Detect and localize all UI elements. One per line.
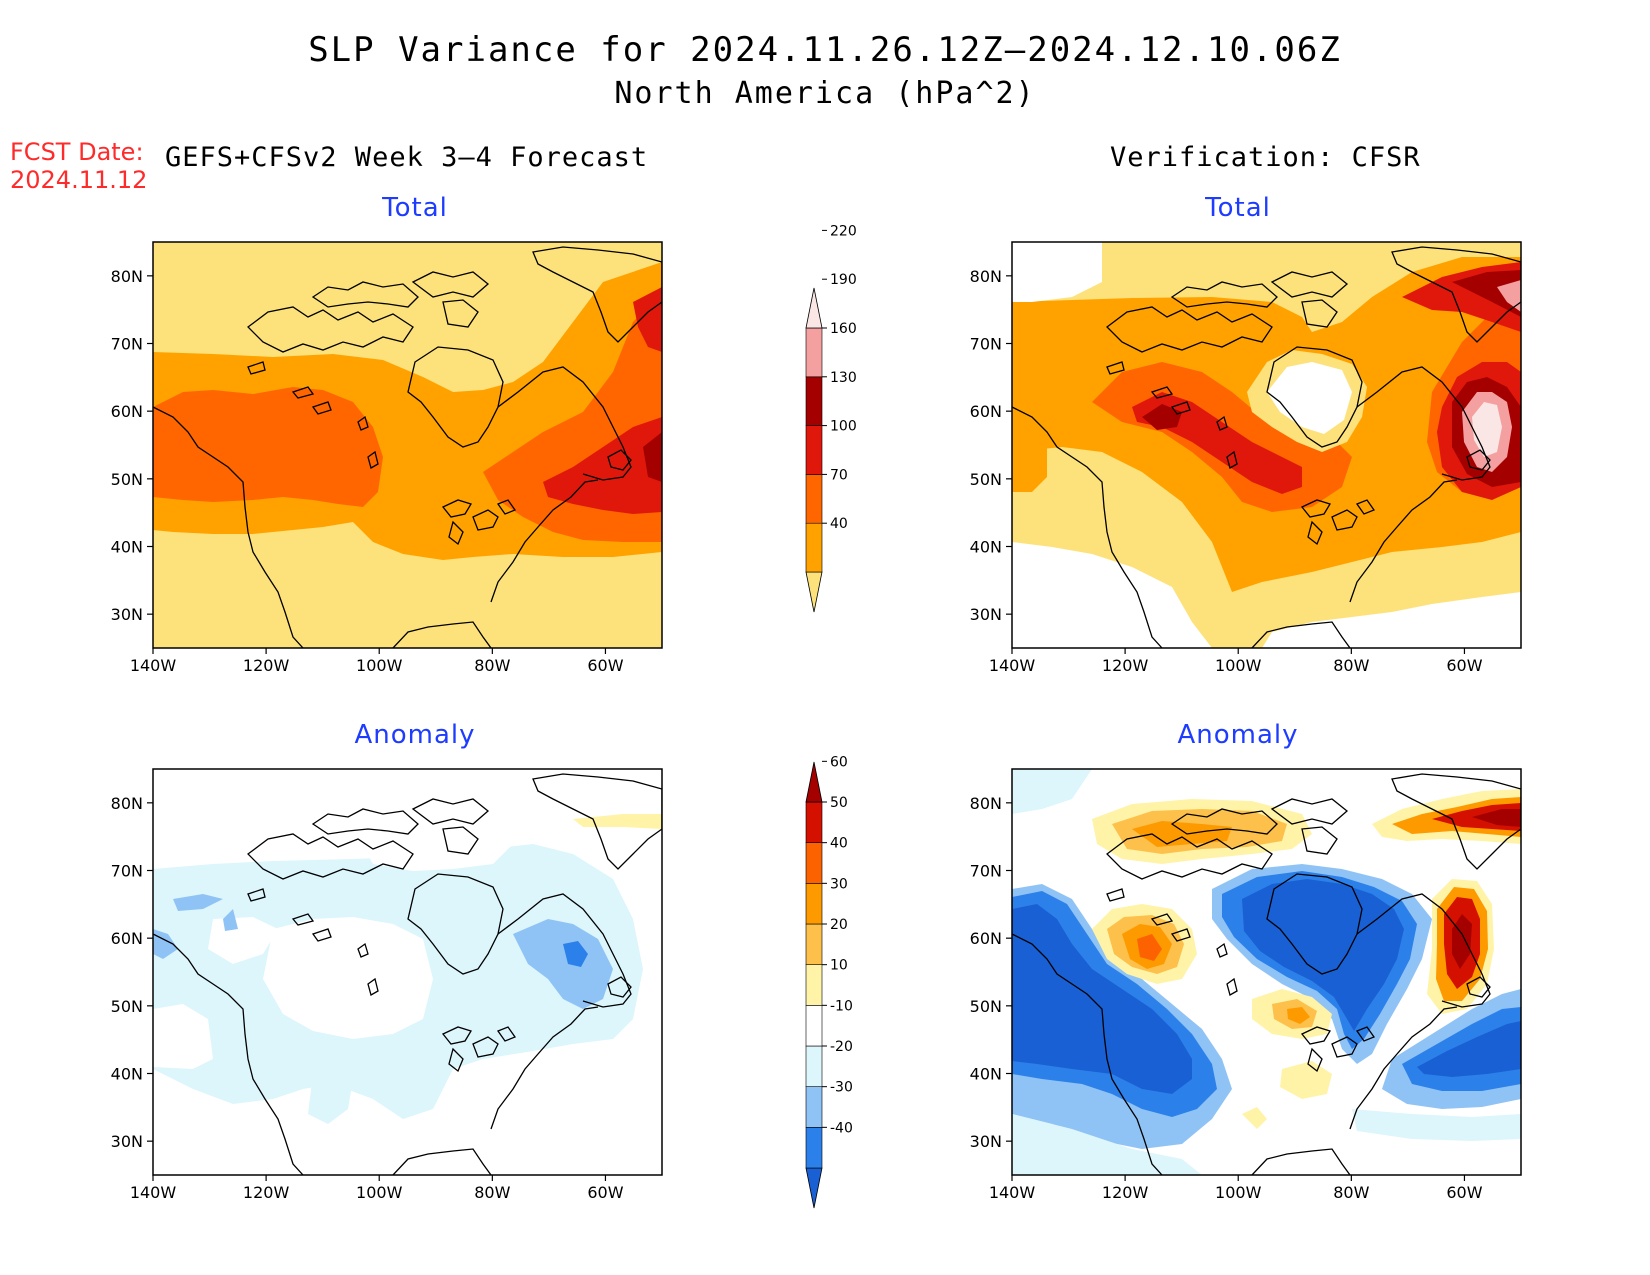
lat-tick-label: 70N [111,862,143,881]
forecast-total-map [152,241,663,649]
colorbar-label: 220 [830,223,857,239]
lon-tick-label: 60W [1446,1183,1482,1202]
colorbar-label: -10 [830,998,853,1014]
lat-tick-label: 80N [111,267,143,286]
forecast-anomaly-map [152,768,663,1176]
colorbar-swatch [805,883,823,925]
lat-tick-label: 30N [111,605,143,624]
forecast-anomaly-title: Anomaly [354,720,476,750]
colorbar-arrow [805,287,823,329]
lat-tick-label: 30N [970,1132,1002,1151]
colorbar-arrow [805,761,823,803]
lat-tick-label: 80N [970,267,1002,286]
colorbar-swatch [805,1086,823,1128]
colorbar-swatch [805,964,823,1006]
lon-tick-label: 120W [243,1183,290,1202]
colorbar-arrow [805,571,823,613]
colorbar-label: -30 [830,1080,853,1096]
lon-tick-label: 80W [474,1183,510,1202]
forecast-date-block: FCST Date: 2024.11.12 [10,138,147,194]
colorbar-label: 30 [830,876,848,892]
lon-tick-label: 100W [356,1183,403,1202]
lat-tick-label: 60N [111,929,143,948]
forecast-total-title: Total [382,193,448,223]
colorbar-label: 40 [830,516,848,532]
lon-tick-label: 140W [130,656,177,675]
colorbar-arrow [805,1167,823,1209]
lat-tick-label: 80N [111,794,143,813]
forecast-column-title: GEFS+CFSv2 Week 3–4 Forecast [165,142,649,173]
lat-tick-label: 50N [970,997,1002,1016]
lat-tick-label: 60N [970,402,1002,421]
colorbar-swatch [805,425,823,475]
lon-tick-label: 140W [989,656,1036,675]
colorbar-swatch [805,842,823,884]
lat-tick-label: 60N [111,402,143,421]
lon-tick-label: 120W [1102,1183,1149,1202]
verification-total-title: Total [1205,193,1271,223]
colorbar-swatch [805,923,823,965]
lat-tick-label: 40N [111,1065,143,1084]
colorbar-label: 70 [830,467,848,483]
lat-tick-label: 50N [111,470,143,489]
colorbar-swatch [805,801,823,843]
lat-tick-label: 40N [111,538,143,557]
colorbar-label: 100 [830,419,857,435]
anomaly-colorbar: -40 -30 -20 -10 10 20 30 40 50 60 [805,754,853,1209]
colorbar-label: 60 [830,754,848,770]
forecast-date-label: FCST Date: [10,138,144,166]
colorbar-label: -40 [830,1120,853,1136]
lon-tick-label: 100W [1215,1183,1262,1202]
lon-tick-label: 120W [243,656,290,675]
colorbar-label: 130 [830,370,857,386]
colorbar-swatch [805,522,823,573]
colorbar-swatch [805,1127,823,1169]
colorbar-label: 190 [830,272,857,288]
figure-title: SLP Variance for 2024.11.26.12Z–2024.12.… [308,30,1342,70]
lon-tick-label: 100W [356,656,403,675]
colorbar-label: -20 [830,1039,853,1055]
lat-tick-label: 70N [111,335,143,354]
colorbar-swatch [805,474,823,524]
colorbar-swatch [805,376,823,426]
lat-tick-label: 30N [970,605,1002,624]
verification-anomaly-map [1011,768,1522,1176]
lat-tick-label: 50N [111,997,143,1016]
lon-tick-label: 80W [474,656,510,675]
colorbar-label: 20 [830,917,848,933]
lon-tick-label: 60W [587,656,623,675]
total-colorbar: 40 70 100 130 160 190 220 [805,223,857,613]
lon-tick-label: 140W [130,1183,177,1202]
lon-tick-label: 140W [989,1183,1036,1202]
lon-tick-label: 120W [1102,656,1149,675]
lat-tick-label: 60N [970,929,1002,948]
lon-tick-label: 100W [1215,656,1262,675]
lat-tick-label: 50N [970,470,1002,489]
lon-tick-label: 60W [587,1183,623,1202]
colorbar-swatch [805,327,823,378]
colorbar-label: 10 [830,958,848,974]
figure-subtitle: North America (hPa^2) [614,76,1036,111]
colorbar-swatch [805,1045,823,1087]
lat-tick-label: 70N [970,335,1002,354]
colorbar-label: 50 [830,795,848,811]
lat-tick-label: 80N [970,794,1002,813]
lon-tick-label: 80W [1333,1183,1369,1202]
lat-tick-label: 40N [970,538,1002,557]
colorbar-swatch [805,1005,823,1047]
lon-tick-label: 80W [1333,656,1369,675]
verification-total-map [1011,241,1522,649]
map-axes: 30N 40N 50N 60N 70N 80N 140W 120W 100W 80W 60W 30N 4… [111,267,1483,1202]
lon-tick-label: 60W [1446,656,1482,675]
colorbar-label: 160 [830,321,857,337]
verification-anomaly-title: Anomaly [1177,720,1299,750]
colorbar-label: 40 [830,836,848,852]
lat-tick-label: 70N [970,862,1002,881]
verification-column-title: Verification: CFSR [1110,142,1421,173]
forecast-date-value: 2024.11.12 [10,166,148,194]
lat-tick-label: 30N [111,1132,143,1151]
lat-tick-label: 40N [970,1065,1002,1084]
